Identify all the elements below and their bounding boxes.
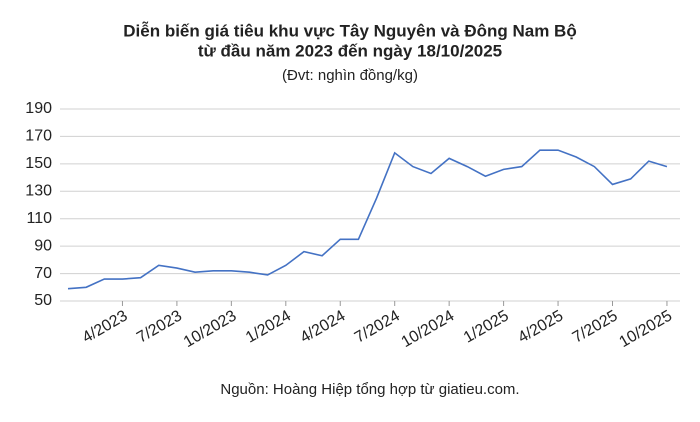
y-tick-label: 130 — [25, 183, 52, 200]
x-tick-label: 4/2024 — [297, 307, 348, 346]
y-tick-label: 90 — [34, 237, 52, 254]
source-note: Nguồn: Hoàng Hiệp tổng hợp từ giatieu.co… — [220, 381, 519, 398]
x-tick-label: 4/2023 — [80, 307, 131, 346]
chart-title: Diễn biến giá tiêu khu vực Tây Nguyên và… — [123, 21, 576, 40]
y-tick-label: 170 — [25, 128, 52, 145]
x-tick-label: 10/2023 — [181, 307, 240, 351]
x-tick-label: 7/2024 — [352, 307, 403, 346]
y-tick-label: 70 — [34, 265, 52, 282]
x-tick-label: 10/2024 — [399, 307, 458, 351]
y-tick-label: 110 — [26, 210, 52, 227]
x-tick-label: 10/2025 — [616, 307, 675, 351]
y-tick-label: 190 — [25, 100, 52, 117]
x-tick-label: 7/2025 — [570, 307, 621, 346]
x-tick-label: 4/2025 — [515, 307, 566, 346]
price-line — [67, 149, 668, 290]
x-tick-label: 1/2024 — [243, 307, 294, 346]
y-tick-label: 50 — [34, 292, 52, 309]
chart-subtitle: từ đầu năm 2023 đến ngày 18/10/2025 — [198, 41, 502, 60]
unit-note: (Đvt: nghìn đồng/kg) — [282, 67, 418, 84]
x-tick-label: 1/2025 — [461, 307, 512, 346]
x-tick-label: 7/2023 — [134, 307, 185, 346]
y-tick-label: 150 — [25, 155, 52, 172]
